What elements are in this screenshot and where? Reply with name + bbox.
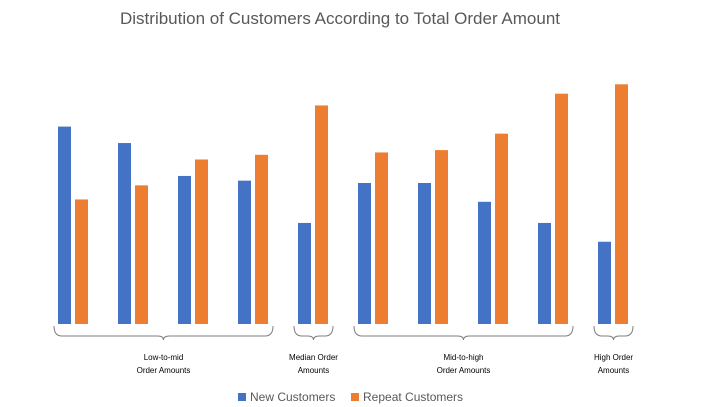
bar-new-customers-7 xyxy=(418,183,431,324)
bar-new-customers-2 xyxy=(118,143,131,324)
group-braces: Low-to-mid Order Amounts Median Order Amoun… xyxy=(53,325,634,375)
group-brace-1 xyxy=(53,325,274,341)
legend: New Customers Repeat Customers xyxy=(238,390,463,404)
group-label-4-line-1: High Order xyxy=(594,353,633,362)
bar-repeat-customers-5 xyxy=(315,105,328,324)
legend-swatch-new-customers xyxy=(238,393,246,401)
bar-new-customers-5 xyxy=(298,222,311,324)
group-label-1-line-1: Low-to-mid xyxy=(144,353,184,362)
group-brace-2 xyxy=(293,325,334,341)
bar-new-customers-8 xyxy=(478,201,491,324)
bar-repeat-customers-3 xyxy=(195,159,208,324)
group-label-2-line-2: Amounts xyxy=(298,366,330,375)
group-label-3-line-2: Order Amounts xyxy=(437,366,491,375)
bar-repeat-customers-2 xyxy=(135,185,148,324)
group-brace-4 xyxy=(593,325,634,341)
bar-new-customers-10 xyxy=(598,241,611,324)
bar-repeat-customers-4 xyxy=(255,154,268,324)
legend-label-repeat-customers: Repeat Customers xyxy=(363,390,463,404)
bar-new-customers-4 xyxy=(238,180,251,324)
bar-new-customers-3 xyxy=(178,175,191,324)
legend-swatch-repeat-customers xyxy=(351,393,359,401)
legend-label-new-customers: New Customers xyxy=(250,390,335,404)
plot-area xyxy=(58,84,628,324)
bar-new-customers-1 xyxy=(58,126,71,324)
bar-repeat-customers-10 xyxy=(615,84,628,324)
bar-repeat-customers-1 xyxy=(75,199,88,324)
bar-repeat-customers-6 xyxy=(375,152,388,324)
group-label-2-line-1: Median Order xyxy=(289,353,338,362)
bar-repeat-customers-8 xyxy=(495,133,508,324)
chart-title: Distribution of Customers According to T… xyxy=(120,9,560,28)
group-label-3-line-1: Mid-to-high xyxy=(443,353,483,362)
bar-repeat-customers-9 xyxy=(555,93,568,324)
group-label-1-line-2: Order Amounts xyxy=(137,366,191,375)
bar-new-customers-6 xyxy=(358,183,371,324)
bar-new-customers-9 xyxy=(538,222,551,324)
bar-repeat-customers-7 xyxy=(435,150,448,324)
group-brace-3 xyxy=(353,325,574,341)
group-label-4-line-2: Amounts xyxy=(598,366,630,375)
